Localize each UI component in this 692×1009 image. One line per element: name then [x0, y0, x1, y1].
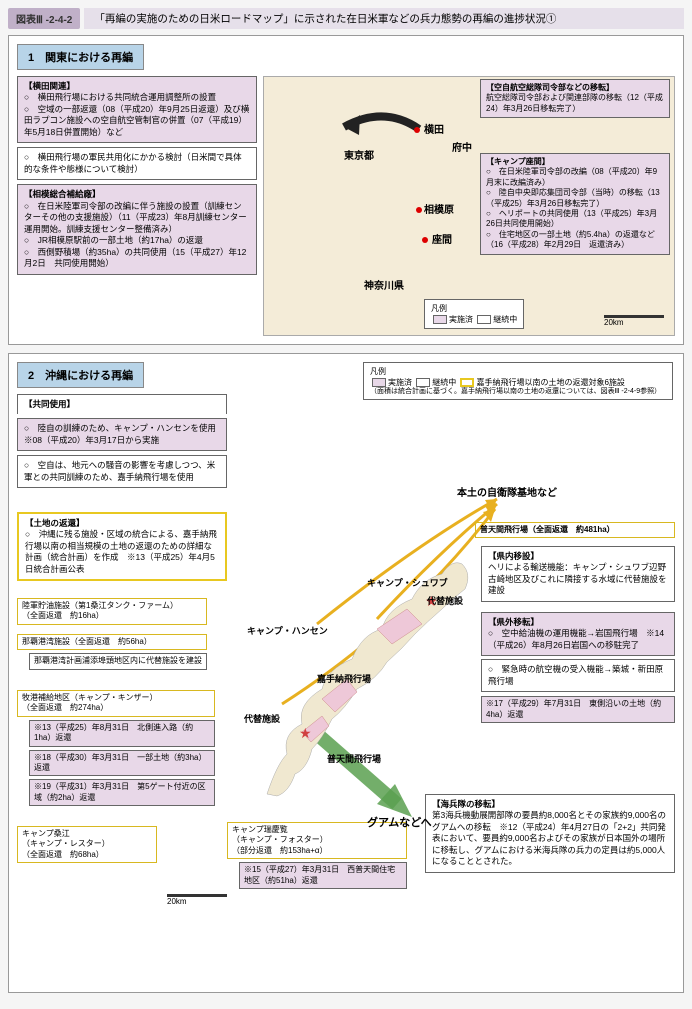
box-yokota-main: 【横田関連】 ○ 横田飛行場における共同統合運用調整所の設置 ○ 空域の一部返還… [17, 76, 257, 143]
label-kadena: 嘉手納飛行場 [317, 672, 371, 685]
box-kuji: 【空自航空総隊司令部などの移転】 航空総隊司令部および関連部隊の移転（12（平成… [480, 79, 670, 118]
svg-text:★: ★ [299, 725, 312, 741]
figure-number: 図表Ⅲ -2-4-2 [8, 8, 80, 29]
scalebar-kanto: 20km [604, 313, 664, 327]
box-kengai: 【県外移転】 ○ 空中給油機の運用機能→岩国飛行場 ※14（平成26）年8月26… [481, 612, 675, 726]
box-zama: 【キャンプ座間】 ○ 在日米陸軍司令部の改編（08（平成20）年9月末に改編済み… [480, 153, 670, 255]
point-sagamihara [416, 207, 422, 213]
box-yokota-white: ○ 横田飛行場の軍民共用化にかかる検討（日米間で具体的な条件や態様について検討） [17, 147, 257, 180]
box-kuwae: キャンプ桑江 （キャンプ・レスター） （全面返還 約68ha） [17, 826, 157, 863]
scalebar-okinawa: 20km [167, 892, 227, 906]
map-kanto: 横田 府中 東京都 相模原 座間 神奈川県 【空自航空総隊司令部などの移転】 航… [263, 76, 675, 336]
panel-okinawa: 2 沖縄における再編 凡例 実施済 継続中 嘉手納飛行場以南の土地の返還対象6施… [8, 353, 684, 993]
figure-title: 「再編の実施のための日米ロードマップ」に示された在日米軍などの兵力態勢の再編の進… [84, 8, 684, 29]
box-makiminato: 牧港補給地区（キャンプ・キンザー） （全面返還 約274ha） ※13（平成25… [17, 690, 215, 809]
page: 図表Ⅲ -2-4-2 「再編の実施のための日米ロードマップ」に示された在日米軍な… [0, 0, 692, 1009]
panel-kanto: 1 関東における再編 【横田関連】 ○ 横田飛行場における共同統合運用調整所の設… [8, 35, 684, 345]
box-futenma: 普天間飛行場（全面返還 約481ha） [475, 522, 675, 538]
panel1-heading: 1 関東における再編 [17, 44, 144, 70]
panel1-left-col: 【横田関連】 ○ 横田飛行場における共同統合運用調整所の設置 ○ 空域の一部返還… [17, 76, 257, 336]
point-yokota [414, 127, 420, 133]
panel2-heading: 2 沖縄における再編 [17, 362, 144, 388]
box-kennai: 【県内移設】 ヘリによる輸送機能：キャンプ・シュワブ辺野古崎地区及びこれに隣接す… [481, 546, 675, 602]
box-tank-farm: 陸軍貯油施設（第1桑江タンク・ファーム） （全面返還 約16ha） [17, 598, 207, 625]
box-naha-port: 那覇港湾施設（全面返還 約56ha） 那覇港湾計画浦添埠頭地区内に代替施設を建設 [17, 634, 207, 673]
box-zukeran: キャンプ瑞慶覧 （キャンプ・フォスター） （部分返還 約153ha+α） ※15… [227, 822, 407, 892]
label-futenma: 普天間飛行場 [327, 752, 381, 765]
figure-header: 図表Ⅲ -2-4-2 「再編の実施のための日米ロードマップ」に示された在日米軍な… [8, 8, 684, 29]
label-hondo: 本土の自衛隊基地など [457, 484, 557, 499]
box-sagami: 【相模総合補給廠】 ○ 在日米陸軍司令部の改編に伴う施設の設置（訓練センターその… [17, 184, 257, 274]
box-land-return: 【土地の返還】 ○ 沖縄に残る施設・区域の統合による、嘉手納飛行場以南の相当規模… [17, 512, 227, 581]
label-schwab: キャンプ・シュワブ [367, 576, 448, 589]
map-okinawa: ★ ★ [227, 474, 507, 834]
label-daitai-2: 代替施設 [244, 712, 280, 725]
label-daitai-1: 代替施設 [427, 594, 463, 607]
point-zama [422, 237, 428, 243]
label-hansen: キャンプ・ハンセン [247, 624, 328, 637]
legend-kanto: 凡例 実施済 継続中 [424, 299, 524, 329]
box-joint-use: 【共同使用】 ○ 陸自の訓練のため、キャンプ・ハンセンを使用 ※08（平成20）… [17, 394, 227, 492]
label-guam: グアムなどへ [367, 814, 432, 830]
box-marines: 【海兵隊の移転】 第3海兵機動展開部隊の要員約8,000名とその家族約9,000… [425, 794, 675, 873]
